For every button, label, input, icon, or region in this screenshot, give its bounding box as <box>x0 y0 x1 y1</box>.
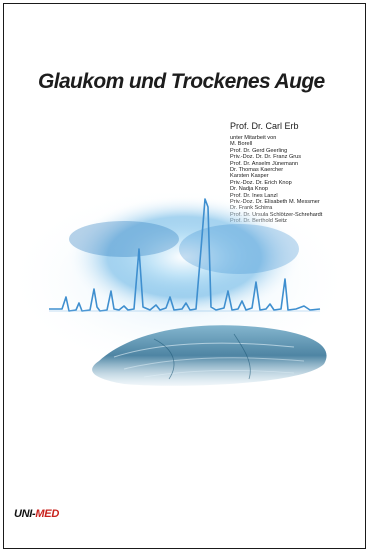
blue-glow <box>66 195 302 319</box>
collaboration-label: unter Mitarbeit von <box>230 135 277 141</box>
contributor: Dr. Thomas Kaercher <box>230 167 284 174</box>
book-cover: Glaukom und Trockenes Auge Prof. Dr. Car… <box>3 3 366 549</box>
book-title: Glaukom und Trockenes Auge <box>38 70 325 93</box>
contributor: M. Borell <box>230 141 253 148</box>
glow-streak <box>69 221 179 257</box>
publisher-logo-text: UNI-MED <box>14 508 59 520</box>
publisher-logo: UNI-MED <box>14 501 94 527</box>
contributor: Prof. Dr. Anselm Jünemann <box>230 160 299 167</box>
contributor: Karsten Kasper <box>230 173 269 180</box>
glow-streak <box>179 224 299 274</box>
tissue-layer <box>92 325 327 386</box>
contributor: Priv.-Doz. Dr. Erich Knop <box>230 179 292 186</box>
contributor: Priv.-Doz. Dr. Dr. Franz Grus <box>230 154 302 161</box>
contributor: Prof. Dr. Gerd Geerling <box>230 147 288 154</box>
spectrum-curve <box>49 198 321 312</box>
main-author: Prof. Dr. Carl Erb <box>230 121 299 131</box>
contributor: Dr. Nadja Knop <box>230 186 268 193</box>
cover-artwork <box>4 184 354 386</box>
